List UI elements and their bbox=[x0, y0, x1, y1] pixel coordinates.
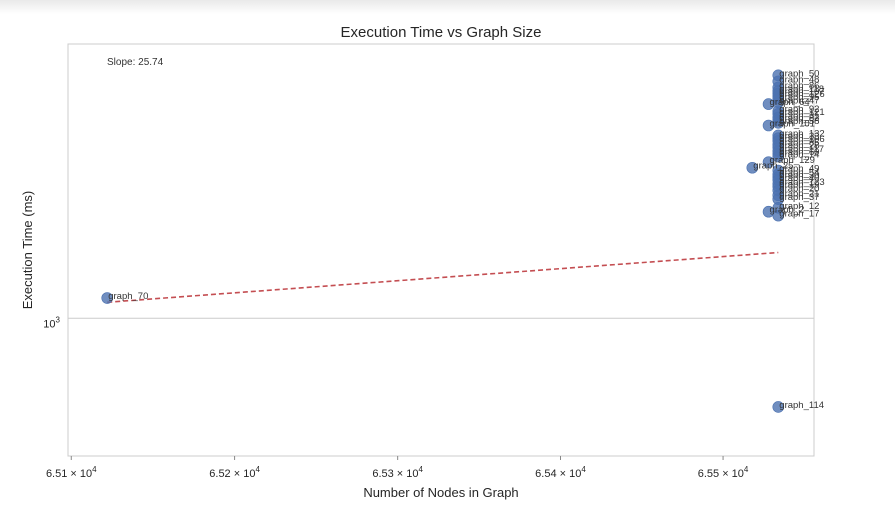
x-tick-label-0: 6.51 × 104 bbox=[46, 465, 97, 480]
x-axis-ticks: 6.51 × 104 6.52 × 104 6.53 × 104 6.54 × 104… bbox=[46, 456, 749, 480]
point-label-graph_85: graph_85 bbox=[779, 138, 819, 149]
point-label-graph_14: graph_14 bbox=[779, 150, 819, 161]
data-point-graph_129 bbox=[762, 156, 775, 168]
window-top-shadow bbox=[0, 0, 895, 14]
point-label-graph_31: graph_31 bbox=[779, 110, 819, 121]
point-label-graph_114: graph_114 bbox=[779, 400, 824, 411]
point-label-graph_12: graph_12 bbox=[779, 201, 819, 212]
plot-area bbox=[67, 43, 815, 457]
point-label-graph_82: graph_82 bbox=[779, 113, 819, 124]
data-point-graph_14 bbox=[772, 150, 785, 163]
chart-title: Execution Time vs Graph Size bbox=[341, 24, 542, 41]
point-label-graph_49: graph_49 bbox=[779, 164, 819, 175]
data-point-graph_70 bbox=[101, 292, 114, 304]
point-label-graph_95: graph_95 bbox=[779, 92, 819, 103]
y-axis-ticks: 103 bbox=[43, 315, 60, 330]
point-label-graph_30: graph_30 bbox=[779, 170, 819, 181]
x-tick-label-4: 6.55 × 104 bbox=[698, 465, 749, 480]
point-label-graph_129: graph_129 bbox=[770, 155, 815, 166]
point-label-graph_118: graph_118 bbox=[779, 84, 824, 95]
point-label-graph_25: graph_25 bbox=[753, 161, 793, 172]
point-label-graph_17: graph_17 bbox=[779, 209, 819, 220]
slope-annotation: Slope: 25.74 bbox=[107, 57, 164, 68]
x-axis-label: Number of Nodes in Graph bbox=[363, 485, 518, 500]
point-labels: graph_70graph_50graph_48graph_86graph_11… bbox=[108, 68, 825, 411]
x-tick-label-1: 6.52 × 104 bbox=[209, 465, 260, 480]
point-label-graph_106: graph_106 bbox=[779, 134, 824, 145]
point-label-graph_37: graph_37 bbox=[779, 192, 819, 203]
data-point-graph_64 bbox=[762, 98, 775, 110]
point-label-graph_121: graph_121 bbox=[779, 107, 824, 118]
point-label-graph_33: graph_33 bbox=[779, 131, 819, 142]
point-label-graph_126: graph_126 bbox=[779, 89, 824, 100]
point-label-graph_48: graph_48 bbox=[779, 74, 819, 85]
point-label-graph_101: graph_101 bbox=[770, 118, 815, 129]
data-point-graph_17 bbox=[772, 209, 785, 222]
point-label-graph_64: graph_64 bbox=[770, 97, 810, 108]
y-tick-label-0: 103 bbox=[43, 315, 60, 330]
trend-line bbox=[107, 251, 779, 304]
point-label-graph_40: graph_40 bbox=[779, 173, 819, 184]
point-label-graph_70: graph_70 bbox=[108, 291, 148, 302]
data-point-graph_25 bbox=[746, 161, 759, 174]
point-label-graph_20: graph_20 bbox=[779, 183, 819, 194]
point-label-graph_19: graph_19 bbox=[779, 180, 819, 191]
point-label-graph_54: graph_54 bbox=[779, 167, 819, 178]
point-label-graph_86: graph_86 bbox=[779, 80, 819, 91]
point-label-graph_58: graph_58 bbox=[779, 116, 819, 127]
point-label-graph_50: graph_50 bbox=[779, 68, 819, 79]
x-tick-label-2: 6.53 × 104 bbox=[372, 465, 423, 480]
point-label-graph_2: graph_2 bbox=[770, 205, 805, 216]
point-label-graph_107: graph_107 bbox=[779, 87, 824, 98]
point-label-graph_60: graph_60 bbox=[779, 147, 819, 158]
data-point-graph_101 bbox=[762, 119, 775, 132]
point-label-graph_92: graph_92 bbox=[779, 104, 819, 115]
point-label-graph_47: graph_47 bbox=[779, 95, 819, 106]
point-label-graph_123: graph_123 bbox=[779, 177, 824, 188]
point-label-graph_132: graph_132 bbox=[779, 128, 824, 139]
x-tick-label-3: 6.54 × 104 bbox=[535, 465, 586, 480]
point-label-graph_117: graph_117 bbox=[779, 144, 824, 155]
data-points bbox=[101, 69, 785, 413]
y-axis-label: Execution Time (ms) bbox=[20, 191, 35, 309]
data-point-graph_114 bbox=[772, 401, 785, 413]
point-label-graph_28: graph_28 bbox=[779, 140, 819, 151]
point-label-graph_21: graph_21 bbox=[779, 188, 819, 199]
